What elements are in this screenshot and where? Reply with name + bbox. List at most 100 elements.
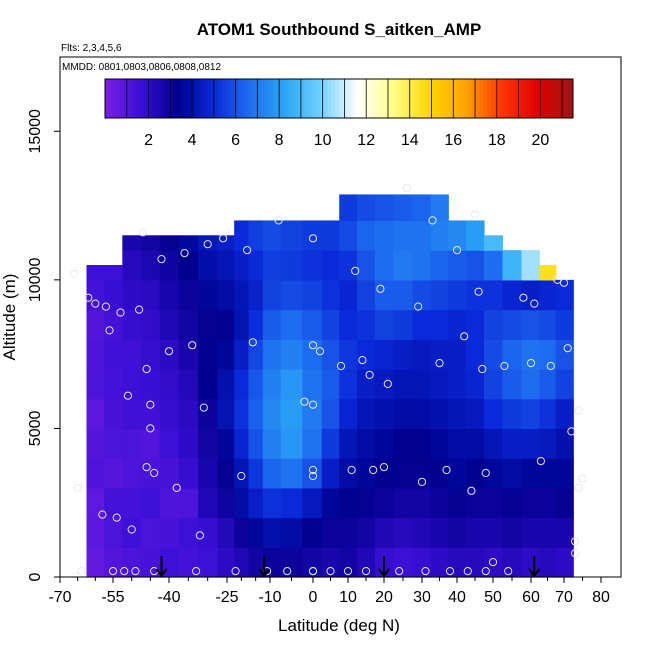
heatmap-cell	[234, 250, 250, 281]
heatmap-cell	[262, 220, 282, 251]
heatmap-cell	[86, 428, 105, 459]
measurement-point	[395, 567, 404, 576]
heatmap-cell	[430, 398, 449, 430]
colorbar-tick-label: 2	[144, 132, 153, 149]
measurement-point	[414, 302, 423, 311]
flight-marker-head	[528, 568, 541, 578]
heatmap-cell	[393, 279, 414, 311]
heatmap-cell	[122, 398, 142, 430]
measurement-point	[470, 210, 480, 219]
colorbar-segment	[136, 79, 141, 118]
heatmap-cell	[466, 517, 485, 548]
heatmap-cell	[141, 309, 161, 340]
heatmap-cell	[280, 487, 303, 519]
heatmap-cell	[466, 220, 485, 251]
heatmap-cell	[321, 250, 340, 281]
colorbar-ticks: 2 4 6 8 10 12 14 16 18 20	[126, 79, 563, 149]
heatmap-cell	[302, 547, 323, 578]
heatmap-cell	[198, 309, 218, 340]
x-axis: -70 -55 -40 -25 -10 0 10 20 30 40 50 60 70 80	[48, 577, 610, 606]
colorbar-segment	[218, 79, 223, 118]
colorbar-segment	[467, 79, 473, 118]
colorbar-segment	[159, 79, 164, 118]
measurement-point	[428, 216, 437, 225]
colorbar-segment	[397, 79, 402, 118]
heatmap-cell	[159, 517, 180, 548]
heatmap-cell	[357, 547, 376, 578]
measurement-point	[274, 216, 283, 225]
x-tick-label: 70	[555, 589, 573, 606]
colorbar-segment	[245, 79, 250, 118]
measurement-point	[467, 486, 476, 495]
colorbar-segment	[210, 79, 215, 118]
measurement-point	[326, 567, 335, 576]
heatmap-cell	[141, 339, 161, 370]
heatmap-cell	[521, 428, 540, 459]
heatmap-cell	[86, 547, 105, 578]
colorbar-segment	[214, 79, 219, 118]
colorbar-segment	[112, 79, 118, 118]
colorbar-segment	[545, 79, 551, 118]
measurement-point	[452, 246, 462, 255]
measurement-point	[567, 427, 576, 436]
colorbar-segment	[487, 79, 492, 118]
heatmap-cell	[412, 279, 432, 311]
heatmap-cell	[122, 458, 142, 489]
measurement-point	[347, 465, 356, 475]
measurement-point	[343, 567, 353, 576]
x-tick-label: 30	[413, 589, 431, 606]
measurement-point	[361, 567, 371, 576]
measurement-point	[112, 513, 121, 522]
heatmap-cell	[521, 339, 540, 370]
measurement-point	[519, 293, 528, 302]
heatmap-cell	[502, 428, 523, 459]
colorbar-tick-label: 8	[275, 132, 284, 149]
heatmap-cell	[339, 339, 358, 370]
heatmap-cell	[302, 398, 323, 430]
colorbar-segment	[186, 79, 192, 118]
chart-title: ATOM1 Southbound S_aitken_AMP	[197, 20, 482, 39]
heatmap-cell	[502, 487, 523, 519]
colorbar-tick-label: 14	[401, 132, 419, 149]
measurement-point	[203, 240, 212, 249]
heatmap-cell	[521, 517, 540, 548]
heatmap-cell	[357, 220, 376, 251]
colorbar-segment	[354, 79, 359, 118]
colorbar-segment	[428, 79, 434, 118]
heatmap-cell	[393, 339, 414, 370]
heatmap-cell	[448, 339, 467, 370]
heatmap-cell	[412, 398, 432, 430]
measurement-point	[478, 364, 487, 374]
heatmap-cell	[178, 428, 199, 459]
heatmap-cell	[217, 487, 235, 519]
heatmap-cell	[412, 194, 432, 222]
x-tick-label: -70	[48, 589, 71, 606]
heatmap-cell	[484, 279, 504, 311]
heatmap-cell	[555, 458, 574, 489]
heatmap-cell	[217, 517, 235, 548]
heatmap-cell	[141, 398, 161, 430]
colorbar-segment	[132, 79, 137, 118]
heatmap-cell	[302, 517, 323, 548]
colorbar-segment	[222, 79, 227, 118]
heatmap-cell	[262, 428, 282, 459]
heatmap-cell	[521, 250, 540, 281]
measurement-point	[442, 465, 451, 475]
heatmap-cell	[555, 547, 574, 578]
colorbar-segment	[569, 79, 574, 118]
heatmap-cell	[339, 369, 358, 400]
heatmap-cell	[248, 487, 264, 519]
heatmap-cell	[104, 428, 123, 459]
heatmap-cell	[198, 235, 218, 251]
measurement-point	[84, 293, 93, 302]
heatmap-cell	[104, 458, 123, 489]
heatmap-cell	[234, 309, 250, 340]
measurement-point	[421, 567, 430, 576]
heatmap-cell	[86, 339, 105, 370]
heatmap-cell	[375, 398, 395, 430]
measurement-point	[138, 228, 147, 237]
heatmap-cell	[280, 309, 303, 340]
x-tick-label: -10	[258, 589, 281, 606]
colorbar	[105, 79, 574, 118]
colorbar-segment	[296, 79, 301, 118]
